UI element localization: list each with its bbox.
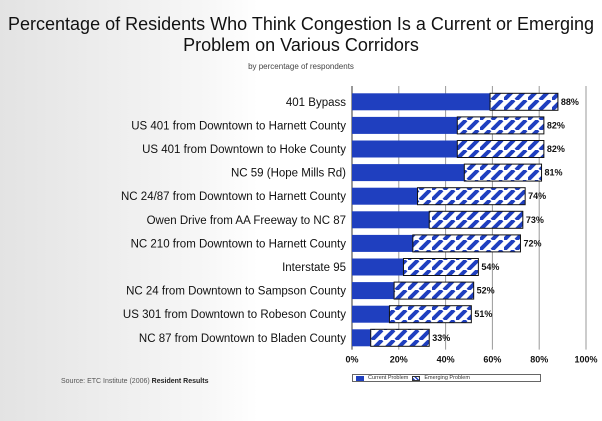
- bar-value-label: 88%: [561, 97, 579, 107]
- bar-current: [352, 258, 404, 276]
- bars: 88% 82% 82% 81% 74% 73% 72% 54% 52% 51% 33%: [352, 92, 579, 347]
- bar-current: [352, 282, 395, 300]
- x-tick-label: 0%: [345, 355, 358, 365]
- bar-emerging: [463, 163, 543, 182]
- legend-swatch-current: [356, 375, 364, 381]
- category-label: NC 210 from Downtown to Harnett County: [131, 238, 347, 250]
- bar-value-label: 82%: [547, 144, 565, 154]
- source-note: Source: ETC Institute (2006) Resident Re…: [61, 378, 208, 385]
- legend-label-current: Current Problem: [368, 375, 409, 381]
- category-label: US 401 from Downtown to Harnett County: [131, 120, 346, 132]
- bar-emerging: [456, 140, 545, 158]
- category-labels: 401 Bypass US 401 from Downtown to Harnet…: [121, 97, 346, 345]
- bar-value-label: 54%: [481, 262, 499, 272]
- bar-emerging: [388, 305, 472, 324]
- x-tick-label: 80%: [530, 355, 548, 365]
- left-panel-background: [0, 0, 258, 421]
- bar-current: [352, 305, 390, 323]
- category-label: 401 Bypass: [286, 97, 346, 109]
- x-tick-label: 60%: [483, 355, 501, 365]
- bar-value-label: 73%: [526, 215, 544, 225]
- bar-emerging: [370, 328, 430, 347]
- x-axis-ticks: 0% 20% 40% 60% 80% 100%: [345, 355, 597, 365]
- bar-value-label: 82%: [547, 120, 565, 130]
- category-label: NC 59 (Hope Mills Rd): [231, 168, 346, 180]
- legend-swatch-emerging: [412, 375, 421, 381]
- category-label: NC 24 from Downtown to Sampson County: [126, 286, 346, 298]
- category-label: Interstate 95: [282, 262, 346, 274]
- bar-emerging: [393, 281, 475, 300]
- bar-value-label: 33%: [432, 333, 450, 343]
- bar-current: [352, 329, 371, 347]
- bar-value-label: 51%: [474, 309, 492, 319]
- bar-value-label: 52%: [477, 286, 495, 296]
- bar-emerging: [456, 116, 545, 135]
- bar-value-label: 81%: [545, 168, 563, 178]
- bar-current: [352, 164, 465, 182]
- x-tick-label: 40%: [437, 355, 455, 365]
- x-tick-label: 100%: [574, 355, 597, 365]
- category-label: US 401 from Downtown to Hoke County: [142, 144, 346, 156]
- bar-emerging: [489, 92, 559, 111]
- bar-value-label: 74%: [528, 191, 546, 201]
- bar-emerging: [402, 258, 479, 276]
- category-label: Owen Drive from AA Freeway to NC 87: [147, 215, 346, 227]
- bar-current: [352, 187, 418, 205]
- source-prefix: Source: ETC Institute (2006): [61, 378, 150, 385]
- legend: Current Problem Emerging Problem: [352, 374, 541, 382]
- legend-label-emerging: Emerging Problem: [424, 375, 470, 381]
- category-label: US 301 from Downtown to Robeson County: [123, 309, 346, 321]
- bar-value-label: 72%: [523, 238, 541, 248]
- category-label: NC 87 from Downtown to Bladen County: [139, 333, 346, 345]
- bar-current: [352, 140, 458, 158]
- bar-emerging: [412, 234, 521, 253]
- bar-current: [352, 234, 413, 252]
- source-bold: Resident Results: [151, 378, 209, 385]
- x-tick-label: 20%: [390, 355, 408, 365]
- bar-current: [352, 116, 458, 134]
- category-label: NC 24/87 from Downtown to Harnett County: [121, 191, 346, 203]
- chart-subtitle: by percentage of respondents: [248, 62, 354, 71]
- bar-emerging: [428, 210, 524, 229]
- bar-current: [352, 211, 430, 229]
- bar-current: [352, 93, 491, 111]
- chart-title: Percentage of Residents Who Think Conges…: [8, 14, 594, 55]
- bar-emerging: [417, 187, 526, 206]
